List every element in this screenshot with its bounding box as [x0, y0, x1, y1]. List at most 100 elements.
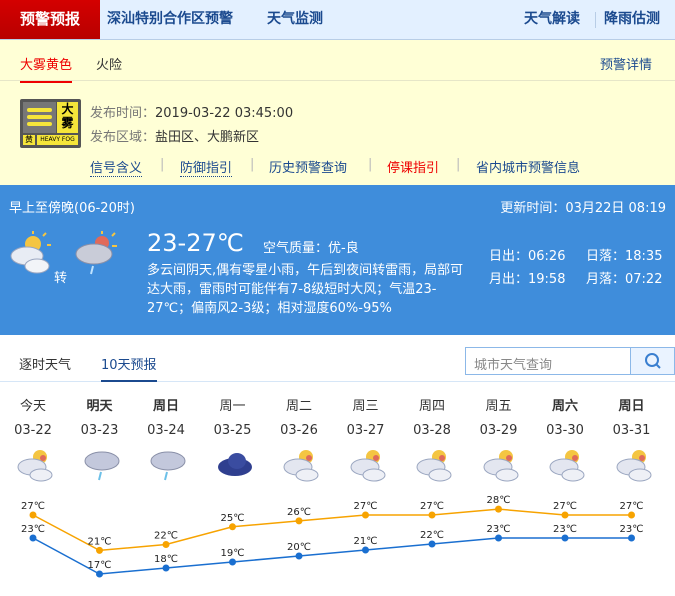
- warning-tabs: 大雾黄色 火险 预警详情: [0, 40, 675, 83]
- weekday-label: 今天: [19, 399, 46, 414]
- high-temp-point: [362, 511, 369, 519]
- low-temp-label: 23℃: [553, 524, 577, 535]
- low-temp-label: 23℃: [21, 524, 45, 535]
- date-label: 03-29: [479, 423, 518, 438]
- date-label: 03-24: [147, 423, 185, 438]
- high-temp-label: 21℃: [88, 536, 112, 547]
- low-temp-point: [428, 540, 436, 548]
- low-temp-point: [495, 534, 502, 542]
- today-weather-panel: 早上至傍晚(06-20时) 更新时间：03月22日 08:19 转 23-27℃…: [0, 185, 675, 335]
- thunder-shower-icon: [75, 231, 117, 275]
- low-temp-point: [561, 534, 569, 542]
- temp-range: 23-27℃: [147, 229, 244, 257]
- heavy-fog-signal-icon: 大雾 黄 HEAVY FOG: [20, 99, 81, 148]
- partly-cloudy-icon: [350, 450, 385, 482]
- high-temp-label: 28℃: [487, 495, 511, 506]
- low-temp-label: 20℃: [287, 542, 311, 553]
- nav-shenshan-warning[interactable]: 深汕特别合作区预警: [107, 11, 233, 27]
- tab-hourly[interactable]: 逐时天气: [19, 358, 72, 373]
- low-temp-label: 21℃: [354, 536, 378, 547]
- high-temp-line: [32, 508, 632, 552]
- weekday-label: 周六: [551, 399, 578, 414]
- sunrise: 日出：06:26: [489, 249, 566, 264]
- air-quality: 空气质量：优-良: [263, 241, 359, 256]
- forecast-tabs: 逐时天气 10天预报: [0, 335, 675, 382]
- nav-divider: [595, 12, 596, 28]
- high-temp-label: 27℃: [354, 501, 378, 512]
- partly-cloudy-icon: [616, 450, 651, 482]
- date-label: 03-23: [80, 423, 119, 438]
- moonrise: 月出：19:58: [489, 272, 566, 287]
- partly-cloudy-icon: [17, 450, 53, 482]
- low-temp-point: [162, 564, 170, 572]
- low-temp-label: 23℃: [620, 524, 644, 535]
- warning-panel: 大雾黄色 火险 预警详情 大雾 黄 HEAVY FOG 发布时间：2019-03…: [0, 40, 675, 185]
- partly-cloudy-icon: [283, 450, 319, 482]
- high-temp-point: [295, 517, 303, 525]
- signal-meaning-link[interactable]: 信号含义: [90, 157, 143, 177]
- high-temp-point: [162, 541, 170, 548]
- tab-10-day[interactable]: 10天预报: [101, 354, 157, 382]
- issue-area: 发布区域：盐田区、大鹏新区: [90, 130, 260, 145]
- tab-heavy-fog-yellow[interactable]: 大雾黄色: [20, 54, 73, 83]
- moonset: 月落：07:22: [586, 272, 663, 287]
- history-query-link[interactable]: 历史预警查询: [269, 161, 348, 176]
- low-temp-point: [96, 570, 103, 578]
- high-temp-label: 26℃: [287, 507, 311, 518]
- class-suspension-link[interactable]: 停课指引: [387, 161, 440, 176]
- low-temp-label: 19℃: [221, 548, 245, 559]
- weekday-label: 周日: [152, 399, 179, 414]
- high-temp-label: 27℃: [553, 501, 577, 512]
- period: 早上至傍晚(06-20时): [9, 201, 135, 216]
- shower-icon: [84, 451, 119, 481]
- nav-warning-forecast[interactable]: 预警预报: [0, 0, 100, 39]
- city-weather-search[interactable]: 城市天气查询: [465, 347, 675, 375]
- defense-guide-link[interactable]: 防御指引: [180, 157, 233, 177]
- search-input[interactable]: 城市天气查询: [474, 358, 553, 373]
- province-warning-link[interactable]: 省内城市预警信息: [476, 161, 581, 176]
- date-label: 03-28: [413, 423, 451, 438]
- high-temp-label: 22℃: [154, 531, 178, 542]
- search-button[interactable]: [630, 348, 674, 374]
- date-label: 03-30: [546, 423, 584, 438]
- partly-cloudy-icon: [416, 450, 452, 482]
- low-temp-point: [628, 534, 635, 542]
- low-temp-line: [32, 537, 632, 575]
- low-temp-point: [29, 534, 37, 542]
- date-label: 03-25: [213, 423, 252, 438]
- high-temp-point: [229, 523, 236, 531]
- top-nav: 预警预报 深汕特别合作区预警 天气监测 天气解读 降雨估测: [0, 0, 675, 40]
- update-time: 更新时间：03月22日 08:19: [500, 201, 666, 216]
- weekday-label: 周日: [618, 399, 645, 414]
- high-temp-label: 25℃: [221, 513, 245, 524]
- nav-weather-monitor[interactable]: 天气监测: [267, 11, 323, 27]
- search-icon: [645, 353, 661, 369]
- nav-rain-estimate[interactable]: 降雨估测: [604, 11, 660, 27]
- weekday-label: 周三: [352, 399, 379, 414]
- shower-icon: [150, 451, 186, 481]
- turn-label: 转: [54, 271, 68, 286]
- high-temp-label: 27℃: [420, 501, 444, 512]
- weather-description: 多云间阴天,偶有零星小雨，午后到夜间转雷雨，局部可达大雨，雷雨时可能伴有7-8级…: [147, 263, 464, 316]
- high-temp-point: [29, 511, 37, 519]
- weekday-label: 周四: [418, 399, 445, 414]
- warning-detail-link[interactable]: 预警详情: [600, 58, 653, 73]
- overcast-icon: [217, 453, 252, 476]
- weekday-label: 明天: [86, 399, 113, 414]
- date-label: 03-31: [612, 423, 651, 438]
- date-label: 03-22: [14, 423, 52, 438]
- high-temp-label: 27℃: [21, 501, 45, 512]
- partly-cloudy-icon: [10, 231, 51, 274]
- weekday-label: 周五: [485, 399, 512, 414]
- high-temp-point: [628, 511, 635, 519]
- weekday-label: 周二: [285, 399, 312, 414]
- low-temp-point: [362, 546, 369, 554]
- low-temp-point: [229, 558, 236, 566]
- tab-fire-risk[interactable]: 火险: [96, 58, 123, 73]
- nav-weather-analysis[interactable]: 天气解读: [524, 11, 580, 27]
- issue-time: 发布时间：2019-03-22 03:45:00: [90, 106, 294, 121]
- date-label: 03-26: [280, 423, 318, 438]
- weekday-label: 周一: [219, 399, 246, 414]
- partly-cloudy-icon: [549, 450, 585, 482]
- temperature-chart: 27℃ 21℃ 22℃ 25℃ 26℃ 27℃ 27℃ 28℃ 27℃ 27℃ 23℃ 17℃ 18℃ 1…: [21, 495, 644, 578]
